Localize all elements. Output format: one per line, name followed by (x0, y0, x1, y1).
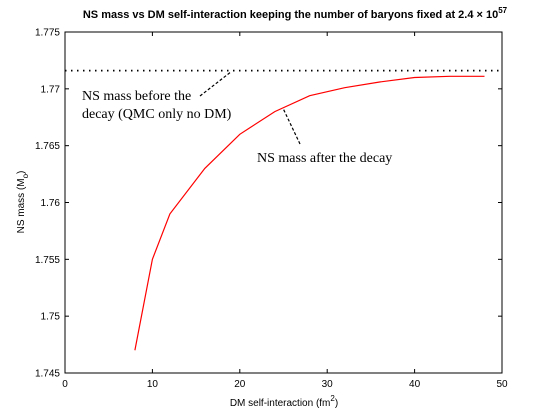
y-axis-label-close: ) (16, 171, 27, 174)
y-tick-label: 1.76 (41, 198, 61, 209)
y-tick-label: 1.765 (35, 141, 60, 152)
y-tick-label: 1.745 (35, 369, 60, 380)
annotation-before-decay-text: decay (QMC only no DM) (82, 107, 232, 122)
x-tick-label: 0 (62, 379, 68, 390)
chart-title-text: NS mass vs DM self-interaction keeping t… (83, 9, 498, 21)
y-tick-label: 1.775 (35, 28, 60, 39)
x-tick-label: 50 (496, 379, 508, 390)
annotation-after-decay-text: NS mass after the decay (257, 151, 392, 166)
annotations: NS mass before the decay (QMC only no DM)… (82, 71, 392, 166)
y-axis-label: NS mass (Mo) (16, 171, 30, 234)
y-axis-label-subscript: o (21, 173, 30, 178)
x-axis-label: DM self-interaction (fm2) (230, 394, 338, 409)
x-tick-label: 40 (409, 379, 421, 390)
y-axis-label-text: NS mass (M (16, 178, 27, 233)
annotation-before-decay-arrow (199, 71, 232, 97)
chart-title-exponent: 57 (498, 6, 507, 15)
x-tick-label: 10 (147, 379, 159, 390)
x-tick-label: 30 (322, 379, 334, 390)
series-line-after-decay (134, 75, 485, 351)
y-tick-label: 1.755 (35, 255, 60, 266)
x-axis-label-exponent: 2 (330, 394, 335, 403)
x-axis-label-text: DM self-interaction (fm (230, 398, 331, 409)
y-tick-label: 1.75 (41, 312, 61, 323)
annotation-after-decay-arrow (282, 109, 301, 145)
annotation-before-decay-text: NS mass before the (82, 89, 191, 104)
axis-ticks: 0 10 20 30 40 50 1.745 1.75 1.755 1.76 1.765 1.77 1.… (35, 28, 508, 391)
y-tick-label: 1.77 (41, 84, 61, 95)
chart-title: NS mass vs DM self-interaction keeping t… (83, 6, 508, 21)
x-axis-label-close: ) (335, 398, 338, 409)
x-tick-label: 20 (234, 379, 246, 390)
